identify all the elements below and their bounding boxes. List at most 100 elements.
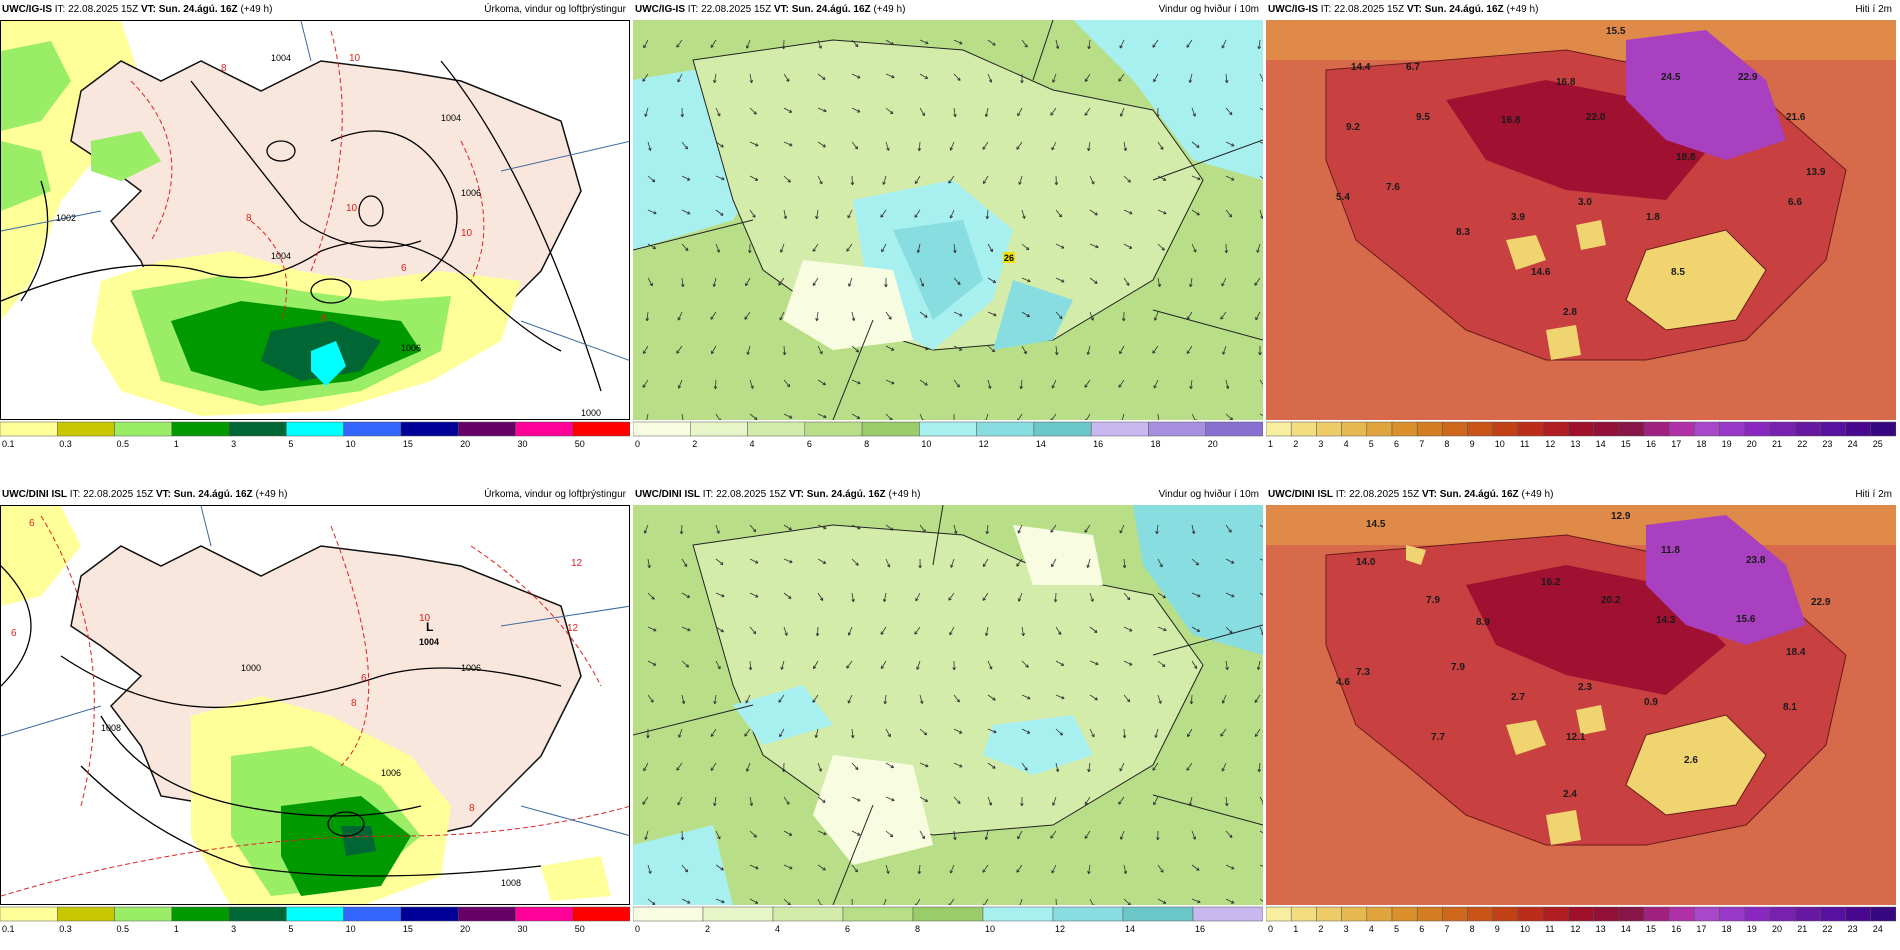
wind-arrow (1050, 413, 1057, 420)
wind-arrow (645, 311, 650, 322)
colorbar-swatch (286, 906, 344, 922)
temperature-value: 7.7 (1431, 732, 1445, 743)
wind-arrow (676, 39, 683, 48)
wind-arrow (1186, 345, 1193, 354)
colorbar-label: 30 (517, 439, 527, 449)
wind-arrow (1157, 209, 1167, 215)
wind-arrow (647, 209, 657, 215)
issue-time: 22.08.2025 15Z (1334, 4, 1405, 15)
valid-label: VT: (1406, 4, 1422, 15)
temperature-value: 22.9 (1811, 597, 1831, 608)
wind-arrow (1225, 864, 1235, 870)
temperature-value: 7.6 (1386, 182, 1400, 193)
wind-arrow (647, 694, 654, 703)
temperature-map: 15.5 14.4 6.7 9.2 9.5 16.8 16.8 22.0 24.5 22.9 21.… (1266, 20, 1896, 420)
valid-label: VT: (788, 489, 804, 500)
wind-arrow (851, 762, 859, 771)
wind-arrow (749, 73, 754, 84)
wind-arrow (1055, 39, 1060, 50)
wind-arrow (715, 107, 721, 117)
wind-arrow (885, 107, 894, 115)
wind-arrow (1055, 243, 1065, 249)
wind-arrow (1221, 762, 1227, 772)
wind-arrow (882, 592, 887, 603)
wind-arrow (919, 796, 929, 803)
wind-arrow (1021, 277, 1031, 283)
temperature-value: 6.6 (1788, 197, 1802, 208)
wind-arrow (915, 592, 921, 602)
wind-arrow (715, 558, 724, 566)
wind-arrow (1020, 796, 1024, 807)
wind-arrow (917, 141, 922, 152)
wind-arrow (715, 864, 724, 871)
isotherm-label: 6 (11, 628, 17, 639)
wind-arrow (715, 141, 724, 148)
wind-arrow (1016, 413, 1023, 420)
colorbar-swatch (400, 906, 459, 922)
wind-arrow (851, 413, 861, 419)
wind-arrow (851, 141, 859, 150)
colorbar-swatch (1744, 421, 1771, 437)
wind-arrow (647, 864, 652, 874)
temperature-value: 16.2 (1541, 577, 1561, 588)
wind-arrow (817, 796, 826, 803)
isobar-label: 1008 (501, 878, 521, 888)
colorbar-label: 14 (1125, 924, 1135, 934)
colorbar-label: 24 (1873, 924, 1883, 934)
colorbar-swatch (57, 906, 115, 922)
wind-arrow (1055, 209, 1063, 218)
colorbar-swatch (1719, 421, 1746, 437)
wind-arrow (1119, 345, 1125, 355)
wind-arrow (1220, 728, 1227, 737)
temperature-value: 20.2 (1601, 595, 1621, 606)
panel-title: Úrkoma, vindur og loftþrýstingur (484, 489, 626, 500)
lead-time: (+49 h) (1521, 489, 1554, 500)
wind-arrow (919, 728, 928, 736)
colorbar-label: 10 (1495, 439, 1505, 449)
colorbar-label: 2 (1293, 439, 1298, 449)
colorbar-label: 0.1 (2, 439, 15, 449)
colorbar-label: 6 (1394, 439, 1399, 449)
wind-arrow (710, 39, 717, 48)
wind-arrow (1053, 592, 1058, 603)
wind-arrow (815, 626, 820, 637)
wind-arrow (987, 243, 993, 253)
wind-arrow (678, 728, 683, 738)
colorbar-label: 0 (1268, 924, 1273, 934)
wind-arrow (643, 39, 649, 49)
colorbar-swatch (1694, 906, 1720, 922)
colorbar-swatch (1744, 906, 1771, 922)
wind-arrow (885, 141, 890, 151)
wind-arrow (713, 694, 717, 705)
colorbar-label: 16 (1671, 924, 1681, 934)
wind-arrow (812, 694, 819, 703)
colorbar-label: 22 (1797, 439, 1807, 449)
colorbar-label: 2 (1318, 924, 1323, 934)
wind-arrow (949, 626, 955, 636)
wind-arrow (953, 39, 963, 45)
valid-time: Sun. 24.ágú. 16Z (173, 489, 253, 500)
temperature-value: 3.0 (1578, 197, 1592, 208)
colorbar-label: 21 (1772, 439, 1782, 449)
colorbar-swatch (747, 421, 806, 437)
colorbar-label: 0.3 (59, 439, 72, 449)
colorbar-swatch (1205, 421, 1263, 437)
wind-arrow (1051, 141, 1057, 151)
colorbar-swatch (1366, 421, 1393, 437)
colorbar-label: 0 (635, 439, 640, 449)
temperature-value: 11.8 (1661, 545, 1680, 556)
colorbar-label: 20 (1772, 924, 1782, 934)
valid-time: Sun. 24.ágú. 16Z (791, 4, 871, 15)
wind-arrow (1021, 39, 1028, 48)
wind-arrow (1123, 694, 1131, 703)
wind-arrow (681, 175, 691, 181)
wind-arrow (681, 558, 688, 567)
wind-arrow (745, 277, 751, 287)
wind-arrow (1259, 592, 1263, 596)
colorbar-swatch (1316, 906, 1342, 922)
colorbar-label: 0.5 (117, 439, 130, 449)
wind-arrow (885, 345, 895, 351)
temperature-value: 7.9 (1451, 662, 1465, 673)
colorbar-swatch (633, 906, 704, 922)
wind-arrow (1019, 379, 1023, 390)
